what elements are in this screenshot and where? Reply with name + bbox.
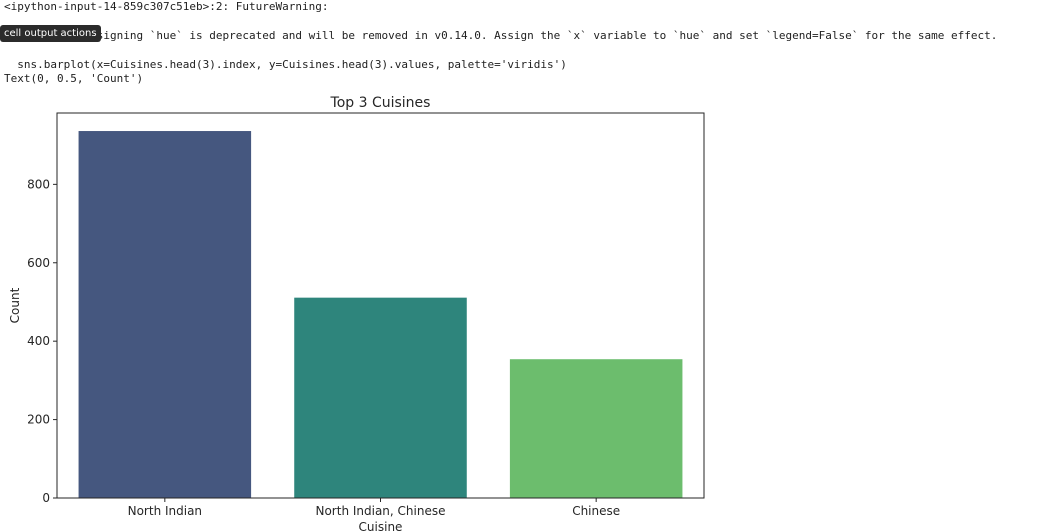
y-tick-label: 800 xyxy=(27,177,50,191)
x-axis-label: Cuisine xyxy=(359,520,403,532)
text-repr: Text(0, 0.5, 'Count') xyxy=(4,72,144,85)
y-axis-label: Count xyxy=(8,287,22,323)
x-tick-label: North Indian xyxy=(128,504,202,518)
warning-message: te` without assigning `hue` is deprecate… xyxy=(4,29,998,42)
y-tick-label: 200 xyxy=(27,413,50,427)
bar-chart: Top 3 Cuisines 0 200 400 600 800 North India… xyxy=(8,95,705,532)
x-tick-label: North Indian, Chinese xyxy=(315,504,445,518)
code-line: sns.barplot(x=Cuisines.head(3).index, y=… xyxy=(4,58,567,71)
warning-header: <ipython-input-14-859c307c51eb>:2: Futur… xyxy=(4,0,329,13)
bar xyxy=(78,131,252,499)
bar xyxy=(294,297,467,498)
y-tick-label: 0 xyxy=(42,491,50,505)
y-tick-label: 600 xyxy=(27,256,50,270)
x-tick-label: Chinese xyxy=(572,504,620,518)
bar xyxy=(509,359,683,498)
cell-output-actions-tooltip[interactable]: cell output actions xyxy=(0,25,101,42)
y-tick-label: 400 xyxy=(27,334,50,348)
chart-title: Top 3 Cuisines xyxy=(330,95,431,111)
